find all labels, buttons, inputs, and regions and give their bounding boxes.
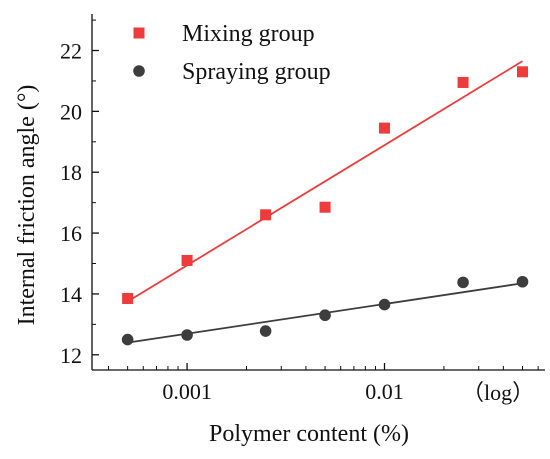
x-axis-title: Polymer content (%) <box>209 421 409 447</box>
data-point <box>457 76 469 88</box>
legend-label: Mixing group <box>182 21 315 47</box>
legend-marker <box>133 27 145 39</box>
data-point <box>457 276 469 289</box>
data-point <box>181 329 193 341</box>
data-point <box>319 309 331 322</box>
y-axis-title: Internal friction angle (°) <box>14 85 40 326</box>
data-point <box>122 292 134 304</box>
legend-marker <box>133 65 145 77</box>
legend-label: Spraying group <box>182 59 331 85</box>
y-tick-label: 14 <box>60 282 82 307</box>
data-point <box>379 122 391 134</box>
legend: Mixing group Spraying group <box>133 21 331 85</box>
x-tick-label: 0.001 <box>162 379 212 404</box>
y-tick-label: 22 <box>60 39 82 64</box>
y-tick-label: 20 <box>60 99 82 124</box>
data-point <box>378 298 391 311</box>
data-point <box>516 275 529 288</box>
x-tick-label: 0.01 <box>365 379 404 404</box>
data-point <box>259 325 272 337</box>
axes: 12 14 16 18 20 22 0.001 0.01 <box>60 14 545 404</box>
y-tick-label: 12 <box>60 343 82 368</box>
data-point <box>260 209 272 221</box>
y-tick-label: 18 <box>60 160 82 185</box>
data-point <box>121 333 134 346</box>
fit-line <box>127 60 523 303</box>
data-point <box>517 66 529 78</box>
data-point <box>319 201 331 213</box>
y-tick-label: 16 <box>60 221 82 246</box>
data-points <box>121 66 529 346</box>
data-point <box>181 254 193 266</box>
x-scale-annotation: （log） <box>462 380 534 405</box>
